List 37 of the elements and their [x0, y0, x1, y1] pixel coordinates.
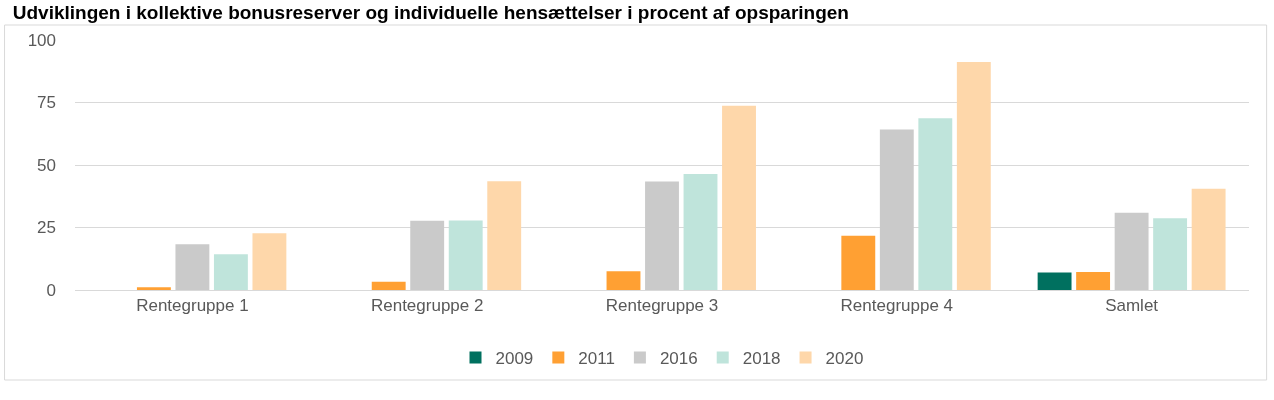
chart-title: Udviklingen i kollektive bonusreserver og individuelle hensættelser i procent af opsparingen — [12, 2, 849, 24]
y-tick-label: 75 — [37, 93, 56, 113]
bar — [1114, 212, 1149, 290]
x-tick-label: Rentegruppe 2 — [370, 296, 484, 316]
legend-label: 2016 — [659, 349, 698, 369]
y-tick-label: 25 — [37, 218, 56, 238]
bar — [410, 220, 445, 290]
legend-label: 2018 — [742, 349, 781, 369]
bar — [213, 254, 248, 290]
y-tick-label: 0 — [46, 280, 56, 300]
x-tick-label: Rentegruppe 1 — [136, 296, 249, 316]
bar — [136, 287, 171, 290]
bar — [918, 118, 953, 290]
x-tick-label: Rentegruppe 3 — [605, 296, 719, 316]
legend-label: 2020 — [825, 349, 864, 369]
bar — [487, 181, 522, 290]
bar — [645, 181, 679, 290]
bar — [252, 233, 287, 290]
bar — [722, 105, 756, 290]
bar — [606, 271, 641, 290]
bar — [1076, 272, 1111, 290]
bar — [371, 281, 406, 290]
bar — [956, 62, 991, 290]
x-tick-label: Rentegruppe 4 — [840, 296, 954, 316]
y-tick-label: 100 — [27, 30, 56, 50]
bar — [1037, 272, 1072, 290]
bar — [448, 220, 483, 290]
bar — [879, 129, 914, 290]
bar — [1191, 188, 1226, 290]
bar — [1153, 218, 1188, 290]
legend-label: 2009 — [495, 349, 534, 369]
y-tick-label: 50 — [37, 155, 56, 175]
bar — [175, 244, 210, 290]
bar — [841, 235, 876, 290]
bar — [683, 174, 718, 290]
x-tick-label: Samlet — [1105, 296, 1159, 316]
legend-label: 2011 — [578, 349, 615, 369]
